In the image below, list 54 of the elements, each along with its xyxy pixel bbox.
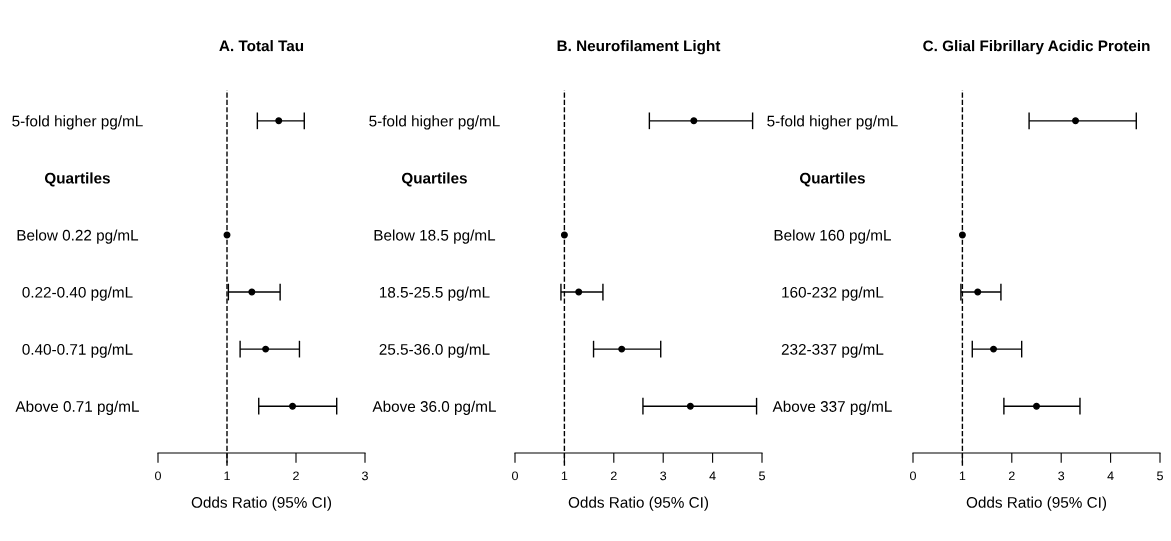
- x-tick-label: 4: [1107, 471, 1114, 481]
- y-tick-label: 5-fold higher pg/mL: [12, 115, 143, 130]
- point: [1033, 402, 1040, 410]
- x-tick-label: 2: [293, 471, 299, 481]
- x-tick-label: 2: [610, 471, 617, 481]
- x-axis-title: Odds Ratio (95% CI): [966, 496, 1107, 511]
- y-tick-label: 5-fold higher pg/mL: [767, 115, 898, 130]
- x-tick-label: 2: [1008, 471, 1015, 481]
- y-tick-label: 18.5-25.5 pg/mL: [379, 286, 490, 301]
- y-tick-label: 0.40-0.71 pg/mL: [22, 343, 133, 358]
- chart-title: C. Glial Fibrillary Acidic Protein: [923, 40, 1150, 55]
- y-tick-label: Quartiles: [401, 172, 467, 187]
- point: [618, 345, 626, 353]
- chart-title: A. Total Tau: [219, 40, 304, 52]
- x-tick-label: 0: [155, 471, 161, 481]
- x-tick-label: 1: [959, 471, 966, 481]
- y-tick-label: Above 36.0 pg/mL: [372, 400, 496, 415]
- y-tick-label: Below 18.5 pg/mL: [374, 229, 496, 244]
- x-tick-label: 5: [1157, 471, 1163, 481]
- y-tick-label: 5-fold higher pg/mL: [369, 115, 500, 130]
- y-tick-label: Above 0.71 pg/mL: [15, 400, 139, 415]
- y-tick-label: Quartiles: [44, 172, 110, 187]
- chart-title: B. Neurofilament Light: [557, 40, 721, 55]
- point: [275, 117, 283, 125]
- point: [974, 288, 982, 296]
- point: [248, 288, 256, 296]
- x-tick-label: 1: [561, 471, 568, 481]
- x-axis-title: Odds Ratio (95% CI): [568, 496, 709, 511]
- y-tick-label: 25.5-36.0 pg/mL: [379, 343, 490, 358]
- x-tick-label: 3: [362, 471, 368, 481]
- point: [958, 231, 966, 239]
- point: [289, 402, 297, 410]
- point: [690, 117, 698, 125]
- point: [990, 345, 997, 353]
- point: [1072, 117, 1079, 125]
- x-tick-label: 0: [512, 471, 518, 481]
- y-tick-label: 160-232 pg/mL: [782, 286, 884, 301]
- point: [560, 231, 568, 239]
- y-tick-label: 232-337 pg/mL: [781, 343, 884, 358]
- x-axis-title: Odds Ratio (95% CI): [191, 496, 332, 511]
- y-tick-label: Below 160 pg/mL: [774, 229, 891, 244]
- point: [575, 288, 583, 296]
- point: [686, 402, 694, 410]
- x-tick-label: 4: [709, 471, 716, 481]
- x-tick-label: 3: [660, 471, 667, 481]
- x-tick-label: 0: [910, 471, 916, 481]
- y-tick-label: Quartiles: [799, 172, 865, 187]
- y-tick-label: 0.22-0.40 pg/mL: [22, 286, 133, 301]
- y-tick-label: Above 337 pg/mL: [772, 400, 892, 415]
- x-tick-label: 3: [1058, 471, 1065, 481]
- x-tick-label: 5: [759, 471, 765, 481]
- point: [262, 345, 270, 353]
- y-tick-label: Below 0.22 pg/mL: [17, 229, 139, 244]
- x-tick-label: 1: [224, 471, 230, 481]
